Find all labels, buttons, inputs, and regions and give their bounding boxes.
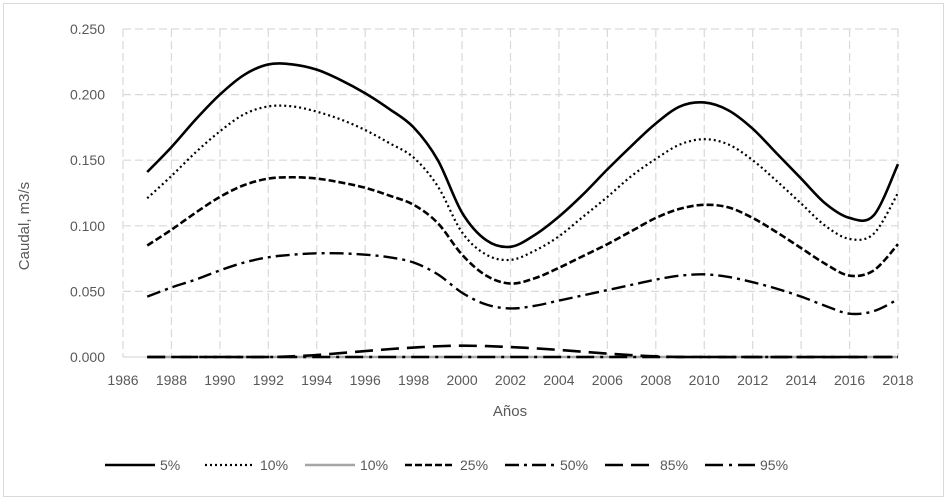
x-tick-label: 1998: [398, 372, 429, 388]
y-tick-label: 0.250: [70, 21, 105, 37]
series-line-85pct-5: [147, 344, 899, 359]
y-axis-ticks: 0.000 0.050 0.100 0.150 0.200 0.250: [70, 21, 105, 365]
x-tick-label: 2000: [446, 372, 477, 388]
x-tick-label: 2006: [592, 372, 623, 388]
x-axis-ticks: 1986 1988 1990 1992 1994 1996 1998 2000 2002 2004…: [107, 372, 913, 388]
legend-label: 10%: [260, 457, 288, 473]
y-tick-label: 0.150: [70, 152, 105, 168]
chart-frame: [3, 3, 944, 497]
x-tick-label: 1990: [204, 372, 235, 388]
x-tick-label: 2012: [737, 372, 768, 388]
series-line-50pct-4: [146, 251, 899, 316]
series-line-10pct-1: [146, 104, 899, 262]
legend: 5% 10% 10% 25% 50% 85% 95%: [105, 457, 788, 473]
series-lines: [146, 62, 900, 359]
x-tick-label: 1996: [350, 372, 381, 388]
x-axis-title: Años: [493, 403, 527, 420]
legend-label: 95%: [760, 457, 788, 473]
legend-label: 10%: [360, 457, 388, 473]
legend-label: 5%: [160, 457, 180, 473]
x-tick-label: 2010: [689, 372, 720, 388]
x-tick-label: 2004: [543, 372, 574, 388]
series-line-25pct-3: [146, 175, 899, 285]
x-tick-label: 1994: [301, 372, 332, 388]
x-tick-label: 2014: [786, 372, 817, 388]
y-tick-label: 0.000: [70, 349, 105, 365]
y-tick-label: 0.200: [70, 87, 105, 103]
legend-label: 25%: [460, 457, 488, 473]
x-tick-label: 1988: [156, 372, 187, 388]
x-tick-label: 1992: [253, 372, 284, 388]
series-line-5pct-0: [146, 62, 900, 249]
x-tick-label: 1986: [107, 372, 138, 388]
x-tick-label: 2008: [640, 372, 671, 388]
y-tick-label: 0.100: [70, 218, 105, 234]
y-tick-label: 0.050: [70, 283, 105, 299]
x-tick-label: 2016: [834, 372, 865, 388]
y-axis-title: Caudal, m3/s: [16, 182, 33, 270]
legend-label: 50%: [560, 457, 588, 473]
legend-label: 85%: [660, 457, 688, 473]
x-tick-label: 2018: [882, 372, 913, 388]
x-tick-label: 2002: [495, 372, 526, 388]
